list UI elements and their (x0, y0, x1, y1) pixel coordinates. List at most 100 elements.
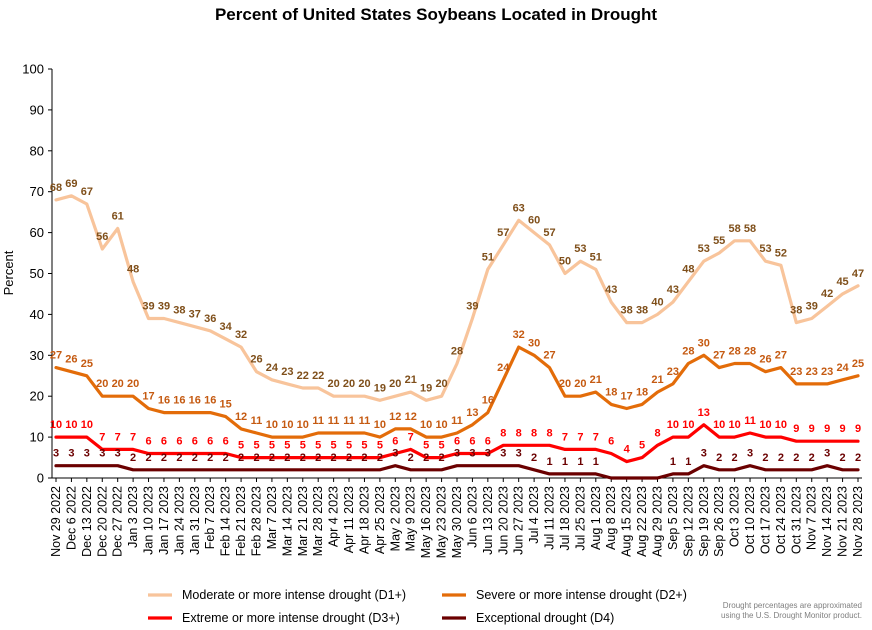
data-label-d4: 2 (732, 452, 738, 464)
data-label-d1: 43 (605, 284, 617, 296)
note-line-2: using the U.S. Drought Monitor product. (721, 611, 862, 620)
data-label-d2: 18 (636, 386, 648, 398)
data-label-d4: 3 (115, 448, 121, 460)
data-label-d2: 30 (698, 337, 710, 349)
data-label-d3: 5 (361, 440, 367, 452)
data-label-d3: 10 (728, 419, 740, 431)
x-tick-label: Mar 14 2023 (280, 486, 294, 556)
data-label-d2: 10 (297, 419, 309, 431)
data-label-d3: 10 (713, 419, 725, 431)
data-label-d1: 53 (698, 243, 710, 255)
data-label-d4: 2 (793, 452, 799, 464)
data-label-d2: 27 (50, 350, 62, 362)
data-label-d4: 2 (176, 452, 182, 464)
data-label-d2: 23 (821, 366, 833, 378)
data-label-d2: 11 (359, 415, 371, 427)
data-label-d4: 2 (331, 452, 337, 464)
data-label-d3: 5 (639, 440, 645, 452)
data-label-d2: 10 (374, 419, 386, 431)
data-label-d2: 21 (651, 374, 663, 386)
data-label-d2: 28 (728, 345, 740, 357)
series-line-d1 (54, 194, 860, 402)
data-label-d4: 2 (840, 452, 846, 464)
note-line-1: Drought percentages are approximated (723, 601, 862, 610)
data-label-d1: 69 (65, 178, 77, 190)
data-label-d2: 24 (497, 362, 510, 374)
data-label-d4: 2 (855, 452, 861, 464)
data-label-d3: 10 (50, 419, 62, 431)
data-label-d4: 2 (778, 452, 784, 464)
data-label-d4: 3 (454, 448, 460, 460)
data-label-d4: 3 (701, 448, 707, 460)
data-label-d3: 11 (744, 415, 756, 427)
data-label-d1: 39 (142, 300, 154, 312)
data-label-d2: 10 (435, 419, 447, 431)
data-label-d2: 26 (65, 354, 77, 366)
x-tick-label: Apr 4 2023 (327, 486, 341, 547)
data-label-d1: 37 (189, 309, 201, 321)
x-tick-label: Oct 10 2023 (743, 486, 757, 554)
data-label-d1: 57 (543, 227, 555, 239)
data-label-d2: 32 (513, 329, 525, 341)
legend-label-d4: Exceptional drought (D4) (476, 611, 614, 625)
data-label-d1: 20 (389, 378, 401, 390)
data-label-d1: 20 (343, 378, 355, 390)
data-label-d1: 22 (297, 370, 309, 382)
data-label-d2: 11 (312, 415, 324, 427)
data-label-d3: 6 (469, 435, 475, 447)
data-label-d2: 10 (281, 419, 293, 431)
x-tick-label: Aug 1 2023 (589, 486, 603, 550)
x-tick-label: Mar 21 2023 (296, 486, 310, 556)
x-tick-label: Dec 6 2022 (64, 486, 78, 550)
data-label-d1: 38 (173, 305, 185, 317)
data-label-d2: 28 (744, 345, 756, 357)
x-tick-label: Oct 3 2023 (728, 486, 742, 547)
x-tick-label: Nov 29 2022 (49, 486, 63, 557)
x-tick-label: Jul 4 2023 (527, 486, 541, 544)
x-tick-label: Nov 7 2023 (805, 486, 819, 550)
data-label-d4: 2 (377, 452, 383, 464)
y-tick-label: 70 (30, 184, 44, 199)
data-label-d4: 2 (284, 452, 290, 464)
data-label-d3: 10 (65, 419, 77, 431)
data-label-d4: 2 (223, 452, 229, 464)
data-label-d1: 19 (374, 382, 386, 394)
x-tick-label: Sep 5 2023 (666, 486, 680, 550)
x-tick-label: Mar 7 2023 (265, 486, 279, 549)
series-group (54, 194, 860, 480)
data-label-d1: 38 (621, 305, 633, 317)
data-label-d1: 51 (590, 251, 602, 263)
data-label-d1: 48 (682, 264, 694, 276)
data-label-d4: 3 (392, 448, 398, 460)
x-tick-label: Jun 6 2023 (465, 486, 479, 548)
data-label-d3: 10 (682, 419, 694, 431)
data-label-d4: 2 (716, 452, 722, 464)
data-label-d3: 5 (238, 440, 244, 452)
data-label-d3: 6 (176, 435, 182, 447)
legend-label-d3: Extreme or more intense drought (D3+) (182, 611, 400, 625)
data-label-d4: 2 (315, 452, 321, 464)
data-label-d1: 53 (759, 243, 771, 255)
x-tick-label: Oct 31 2023 (789, 486, 803, 554)
data-label-d4: 1 (577, 456, 583, 468)
data-label-d1: 68 (50, 182, 62, 194)
data-label-d2: 27 (775, 350, 787, 362)
data-label-d3: 7 (577, 431, 583, 443)
data-label-d1: 47 (852, 268, 864, 280)
data-label-d3: 9 (840, 423, 846, 435)
data-label-d2: 20 (112, 378, 124, 390)
data-label-d3: 5 (331, 440, 337, 452)
data-label-d3: 5 (300, 440, 306, 452)
data-label-d2: 25 (81, 358, 93, 370)
data-label-d3: 8 (546, 427, 552, 439)
data-label-d2: 17 (621, 390, 633, 402)
data-label-d2: 25 (852, 358, 864, 370)
y-tick-label: 20 (30, 389, 44, 404)
data-label-d3: 9 (824, 423, 830, 435)
x-tick-label: Feb 7 2023 (203, 486, 217, 549)
data-label-d2: 12 (405, 411, 417, 423)
data-label-d1: 22 (312, 370, 324, 382)
data-label-d3: 8 (531, 427, 537, 439)
data-label-d3: 9 (855, 423, 861, 435)
